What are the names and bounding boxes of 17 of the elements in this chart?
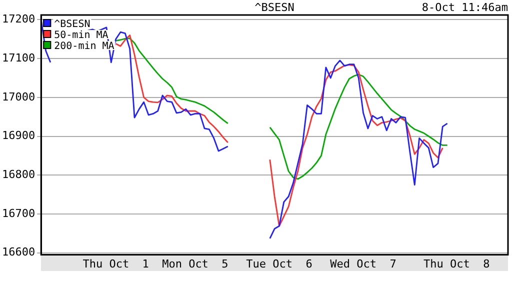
x-tick-label: Mon Oct 5 [162,257,228,270]
y-tick-label: 17000 [2,90,36,104]
legend-label: ^BSESN [54,19,90,30]
x-tick-label: Thu Oct 1 [82,257,149,270]
legend-label: 50-min MA [54,30,108,41]
y-tick-label: 17100 [2,51,36,64]
legend-label: 200-min MA [54,41,114,52]
x-tick-label: Tue Oct 6 [246,257,312,270]
x-tick-label: Wed Oct 7 [330,257,396,270]
y-tick-label: 16700 [2,206,36,220]
y-tick-label: 16800 [2,168,36,181]
y-tick-label: 16600 [2,246,36,259]
y-tick-label: 16900 [2,129,36,142]
chart-subtitle: 8-Oct 11:46am [422,1,508,14]
x-tick-label: Thu Oct 8 [424,257,490,270]
chart-title: ^BSESN [254,1,294,14]
y-tick-label: 17200 [2,12,36,26]
